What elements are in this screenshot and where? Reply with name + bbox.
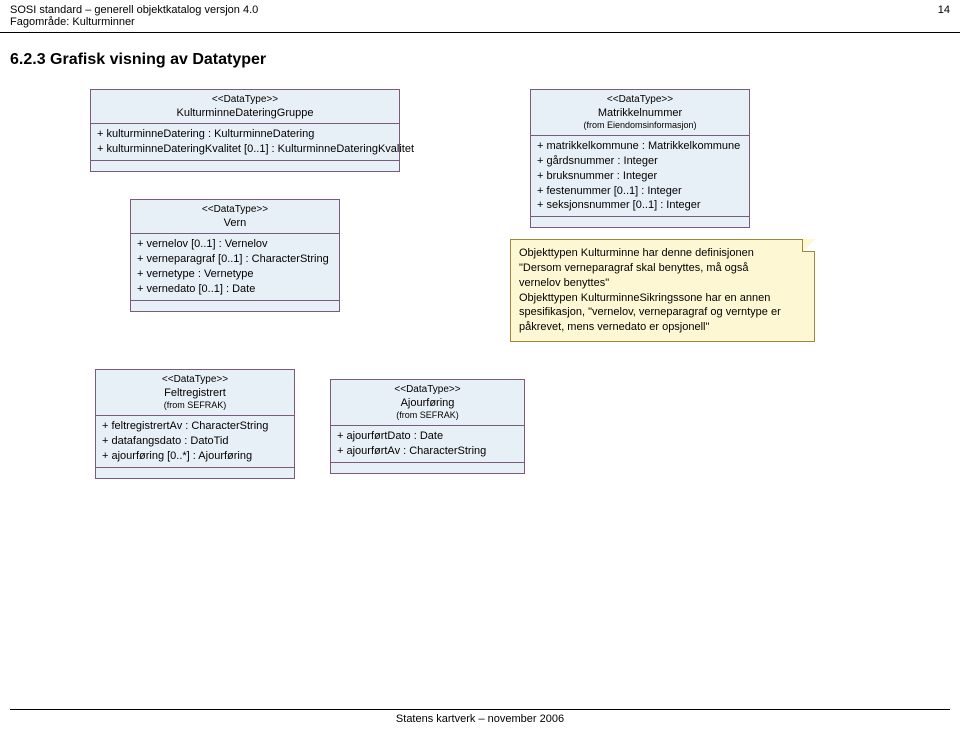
uml-attr: + kulturminneDatering : KulturminneDater… bbox=[97, 127, 393, 142]
uml-head: <<DataType>> Ajourføring (from SEFRAK) bbox=[331, 380, 524, 426]
uml-attributes: + vernelov [0..1] : Vernelov + vernepara… bbox=[131, 234, 339, 300]
uml-attr: + vernetype : Vernetype bbox=[137, 267, 333, 282]
uml-stereotype: <<DataType>> bbox=[337, 383, 518, 396]
uml-stereotype: <<DataType>> bbox=[137, 203, 333, 216]
diagram-canvas: <<DataType>> KulturminneDateringGruppe +… bbox=[0, 79, 960, 639]
uml-name: KulturminneDateringGruppe bbox=[97, 106, 393, 120]
uml-attr: + vernelov [0..1] : Vernelov bbox=[137, 237, 333, 252]
uml-attr: + matrikkelkommune : Matrikkelkommune bbox=[537, 139, 743, 154]
note-line: Objekttypen Kulturminne har denne defini… bbox=[519, 246, 806, 261]
uml-attr: + vernedato [0..1] : Date bbox=[137, 282, 333, 297]
note-line: "Dersom verneparagraf skal benyttes, må … bbox=[519, 261, 806, 276]
uml-attr: + seksjonsnummer [0..1] : Integer bbox=[537, 198, 743, 213]
uml-attributes: + kulturminneDatering : KulturminneDater… bbox=[91, 124, 399, 161]
uml-attr: + kulturminneDateringKvalitet [0..1] : K… bbox=[97, 142, 393, 157]
uml-feltregistrert: <<DataType>> Feltregistrert (from SEFRAK… bbox=[95, 369, 295, 479]
uml-stereotype: <<DataType>> bbox=[97, 93, 393, 106]
uml-from: (from SEFRAK) bbox=[337, 410, 518, 422]
uml-name: Feltregistrert bbox=[102, 386, 288, 400]
uml-foot bbox=[131, 301, 339, 311]
uml-attributes: + feltregistrertAv : CharacterString + d… bbox=[96, 416, 294, 468]
uml-attr: + gårdsnummer : Integer bbox=[537, 154, 743, 169]
uml-attr: + bruksnummer : Integer bbox=[537, 169, 743, 184]
uml-attr: + ajourførtDato : Date bbox=[337, 429, 518, 444]
uml-head: <<DataType>> KulturminneDateringGruppe bbox=[91, 90, 399, 124]
uml-attr: + ajourførtAv : CharacterString bbox=[337, 444, 518, 459]
page-footer: Statens kartverk – november 2006 bbox=[10, 709, 950, 725]
uml-kulturminnedateringgruppe: <<DataType>> KulturminneDateringGruppe +… bbox=[90, 89, 400, 172]
section-title: 6.2.3 Grafisk visning av Datatyper bbox=[0, 33, 960, 79]
uml-vern: <<DataType>> Vern + vernelov [0..1] : Ve… bbox=[130, 199, 340, 312]
uml-name: Vern bbox=[137, 216, 333, 230]
uml-attr: + verneparagraf [0..1] : CharacterString bbox=[137, 252, 333, 267]
uml-name: Matrikkelnummer bbox=[537, 106, 743, 120]
footer-text: Statens kartverk – november 2006 bbox=[396, 713, 564, 725]
uml-from: (from SEFRAK) bbox=[102, 400, 288, 412]
uml-name: Ajourføring bbox=[337, 396, 518, 410]
uml-attr: + datafangsdato : DatoTid bbox=[102, 434, 288, 449]
uml-from: (from Eiendomsinformasjon) bbox=[537, 120, 743, 132]
page-header: SOSI standard – generell objektkatalog v… bbox=[0, 0, 960, 16]
uml-head: <<DataType>> Matrikkelnummer (from Eiend… bbox=[531, 90, 749, 136]
uml-attributes: + ajourførtDato : Date + ajourførtAv : C… bbox=[331, 426, 524, 463]
note-line: Objekttypen KulturminneSikringssone har … bbox=[519, 291, 806, 306]
uml-note: Objekttypen Kulturminne har denne defini… bbox=[510, 239, 815, 342]
header-page-number: 14 bbox=[938, 4, 950, 16]
uml-foot bbox=[531, 217, 749, 227]
uml-foot bbox=[96, 468, 294, 478]
note-line: spesifikasjon, "vernelov, verneparagraf … bbox=[519, 305, 806, 320]
uml-stereotype: <<DataType>> bbox=[537, 93, 743, 106]
uml-foot bbox=[331, 463, 524, 473]
uml-matrikkelnummer: <<DataType>> Matrikkelnummer (from Eiend… bbox=[530, 89, 750, 228]
uml-attributes: + matrikkelkommune : Matrikkelkommune + … bbox=[531, 136, 749, 217]
uml-ajourforing: <<DataType>> Ajourføring (from SEFRAK) +… bbox=[330, 379, 525, 474]
uml-attr: + feltregistrertAv : CharacterString bbox=[102, 419, 288, 434]
header-left: SOSI standard – generell objektkatalog v… bbox=[10, 4, 258, 16]
uml-head: <<DataType>> Vern bbox=[131, 200, 339, 234]
note-line: vernelov benyttes" bbox=[519, 276, 806, 291]
note-line: påkrevet, mens vernedato er opsjonell" bbox=[519, 320, 806, 335]
uml-head: <<DataType>> Feltregistrert (from SEFRAK… bbox=[96, 370, 294, 416]
uml-attr: + festenummer [0..1] : Integer bbox=[537, 184, 743, 199]
uml-stereotype: <<DataType>> bbox=[102, 373, 288, 386]
uml-foot bbox=[91, 161, 399, 171]
header-subtitle: Fagområde: Kulturminner bbox=[0, 16, 960, 33]
uml-attr: + ajourføring [0..*] : Ajourføring bbox=[102, 449, 288, 464]
